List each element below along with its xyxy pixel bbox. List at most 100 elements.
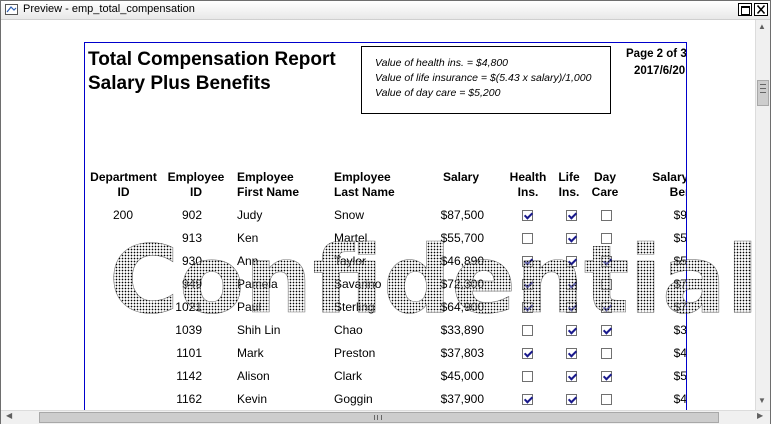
vertical-scrollbar[interactable]: ▲ ▼ [755,20,770,410]
horizontal-scrollbar[interactable]: ◀ ▶ [1,410,770,424]
report-title: Total Compensation Report Salary Plus Be… [88,48,358,96]
cell-employee-id: 913 [181,231,202,245]
cell-salary-plus-benefits: $42,808 [673,346,687,360]
checkbox-day[interactable] [601,348,612,359]
checkbox-health[interactable] [522,348,533,359]
cell-employee-id: 1021 [175,300,202,314]
scroll-down-icon[interactable]: ▼ [758,396,766,405]
header-text: Department [90,170,157,184]
cell-salary-plus-benefits: $56,002 [673,231,687,245]
cell-salary: $37,900 [440,392,484,406]
checkbox-life[interactable] [566,325,577,336]
checkbox-life[interactable] [566,302,577,313]
checkbox-day[interactable] [601,279,612,290]
header-salary-plus-benefits: Salary Plus Benefits [631,170,687,200]
checkbox-life[interactable] [566,210,577,221]
horizontal-scroll-thumb[interactable] [39,412,719,423]
checkbox-day[interactable] [601,210,612,221]
cell-last-name: Martel [334,231,368,245]
window-title: Preview - emp_total_compensation [23,3,195,15]
checkbox-day[interactable] [601,233,612,244]
scroll-right-icon[interactable]: ▶ [757,411,764,420]
checkbox-health[interactable] [522,210,533,221]
header-department-id: Department ID [87,170,160,200]
header-text: Health [509,170,547,184]
checkbox-day[interactable] [601,302,612,313]
header-text: Salary Plus [652,170,687,184]
checkbox-health[interactable] [522,233,533,244]
vertical-scroll-thumb[interactable] [757,80,769,106]
header-employee-id: Employee ID [165,170,227,200]
header-text: Last Name [334,185,395,199]
report-date: 2017/6/20 [634,65,686,77]
close-icon [757,5,765,14]
cell-employee-id: 949 [181,277,202,291]
header-text: Salary [443,170,480,184]
header-text: ID [190,185,202,199]
cell-salary: $37,803 [440,346,484,360]
checkbox-health[interactable] [522,394,533,405]
maximize-button[interactable] [738,3,752,16]
header-text: Care [591,185,619,199]
cell-last-name: Preston [334,346,376,360]
cell-salary: $55,700 [440,231,484,245]
checkbox-health[interactable] [522,371,533,382]
report-title-line1: Total Compensation Report [88,49,336,70]
header-text: Ins. [517,185,539,199]
scroll-left-icon[interactable]: ◀ [6,411,13,420]
header-text: Day [593,170,616,184]
cell-salary-plus-benefits: $50,444 [673,369,687,383]
page-info: Page 2 of 3 2017/6/20 [626,46,686,80]
checkbox-health[interactable] [522,256,533,267]
checkbox-health[interactable] [522,302,533,313]
cell-salary-plus-benefits: $42,906 [673,392,687,406]
note-daycare: Value of day care = $5,200 [375,87,501,99]
cell-first-name: Alison [237,369,270,383]
header-health-ins: Health Ins. [504,170,552,200]
cell-salary: $64,900 [440,300,484,314]
title-bar: Preview - emp_total_compensation [1,1,770,20]
checkbox-day[interactable] [601,371,612,382]
header-life-ins: Life Ins. [552,170,586,200]
checkbox-day[interactable] [601,325,612,336]
checkbox-life[interactable] [566,279,577,290]
cell-first-name: Paul [237,300,262,314]
header-text: ID [117,185,130,199]
close-button[interactable] [754,3,768,16]
benefit-notes-box: Value of health ins. = $4,800 Value of l… [361,46,611,114]
cell-salary-plus-benefits: $39,274 [673,323,687,337]
cell-salary: $45,000 [440,369,484,383]
cell-first-name: Ken [237,231,259,245]
cell-salary-plus-benefits: $57,145 [673,254,687,268]
cell-employee-id: 1101 [176,346,202,360]
header-text: Life [558,170,580,184]
cell-salary: $87,500 [440,208,484,222]
cell-first-name: Pamela [237,277,278,291]
cell-salary: $72,300 [440,277,484,291]
header-text: Ins. [558,185,580,199]
cell-employee-id: 902 [181,208,202,222]
checkbox-day[interactable] [601,256,612,267]
cell-last-name: Savarino [334,277,382,291]
checkbox-life[interactable] [566,233,577,244]
cell-employee-id: 1142 [176,369,202,383]
checkbox-day[interactable] [601,394,612,405]
checkbox-health[interactable] [522,279,533,290]
cell-salary-plus-benefits: $92,775 [673,208,687,222]
checkbox-life[interactable] [566,256,577,267]
checkbox-life[interactable] [566,394,577,405]
checkbox-health[interactable] [522,325,533,336]
cell-last-name: Sterling [334,300,375,314]
cell-first-name: Judy [237,208,263,222]
checkbox-life[interactable] [566,348,577,359]
scroll-up-icon[interactable]: ▲ [758,22,766,31]
cell-salary: $46,890 [440,254,484,268]
cell-last-name: Taylor [334,254,367,268]
report-page: Total Compensation Report Salary Plus Be… [84,42,687,410]
cell-first-name: Shih Lin [237,323,281,337]
cell-first-name: Mark [237,346,264,360]
cell-employee-id: 1162 [176,392,202,406]
cell-salary-plus-benefits: $77,493 [673,277,687,291]
header-last-name: Employee Last Name [334,170,395,200]
checkbox-life[interactable] [566,371,577,382]
